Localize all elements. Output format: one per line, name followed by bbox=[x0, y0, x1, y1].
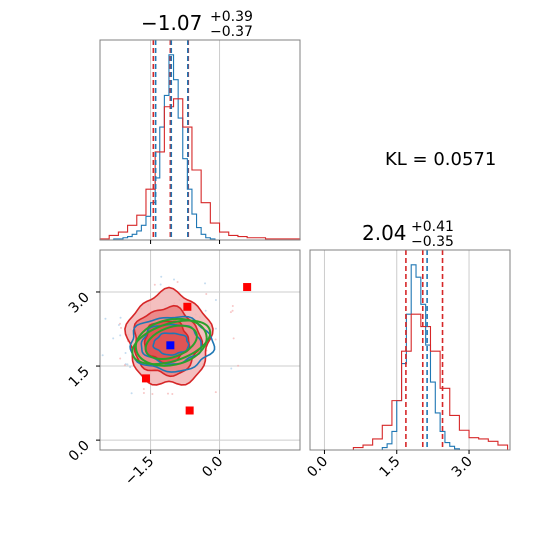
scatter-point bbox=[118, 322, 121, 325]
histogram-series-red bbox=[352, 313, 509, 450]
x-tick-label: 3.0 bbox=[449, 454, 476, 481]
blue-square-marker bbox=[166, 341, 175, 350]
scatter-point bbox=[160, 275, 163, 278]
grid-lines bbox=[150, 40, 221, 240]
scatter-point bbox=[166, 392, 169, 395]
histogram-panel-param2: 0.0 1.5 3.0 2.04 +0.41 −0.35 bbox=[304, 219, 511, 481]
scatter-point bbox=[119, 357, 122, 360]
scatter-point bbox=[214, 299, 217, 302]
y-ticks: 0.0 1.5 3.0 bbox=[66, 289, 100, 465]
scatter-point bbox=[176, 280, 179, 283]
green-ellipse bbox=[144, 324, 198, 360]
panel-title-value: 2.04 bbox=[362, 221, 407, 245]
x-tick-label: 0.0 bbox=[199, 454, 226, 481]
scatter-point bbox=[204, 282, 207, 285]
red-square-marker bbox=[185, 406, 194, 415]
x-ticks: −1.5 0.0 bbox=[122, 450, 226, 489]
scatter-point bbox=[231, 305, 234, 308]
scatter-point bbox=[159, 283, 162, 286]
scatter-point bbox=[119, 316, 122, 319]
scatter-point bbox=[237, 364, 240, 367]
scatter-point bbox=[142, 392, 145, 395]
blue-contour bbox=[152, 332, 190, 356]
axes-frame bbox=[99, 249, 301, 451]
scatter-point bbox=[130, 392, 133, 395]
x-ticks bbox=[150, 240, 221, 244]
quantile-lines bbox=[152, 40, 190, 240]
scatter-point bbox=[214, 338, 217, 341]
histogram-bars bbox=[352, 264, 509, 450]
scatter-point bbox=[129, 366, 132, 369]
kl-annotation: KL = 0.0571 bbox=[385, 149, 496, 170]
green-ellipse bbox=[131, 319, 212, 366]
axes-frame bbox=[309, 249, 511, 451]
scatter-point bbox=[205, 293, 208, 296]
histogram-series-blue bbox=[381, 264, 460, 450]
scatter-point bbox=[126, 363, 129, 366]
scatter-point bbox=[153, 283, 156, 286]
scatter-point bbox=[172, 278, 175, 281]
scatter-point bbox=[229, 311, 232, 314]
red-square-marker bbox=[141, 374, 150, 383]
y-tick-label: 0.0 bbox=[66, 438, 93, 465]
scatter-point bbox=[214, 327, 217, 330]
point-markers bbox=[141, 283, 252, 415]
scatter-point bbox=[232, 337, 235, 340]
x-tick-label: 1.5 bbox=[377, 454, 404, 481]
scatter-point bbox=[120, 326, 123, 329]
histogram-series-red bbox=[99, 98, 301, 240]
panel-title-sup: +0.41 bbox=[411, 219, 454, 235]
axes-frame bbox=[99, 39, 301, 241]
red-square-marker bbox=[183, 302, 192, 311]
histogram-series-blue bbox=[109, 54, 220, 241]
scatter-point bbox=[171, 393, 174, 396]
x-tick-label: 0.0 bbox=[304, 454, 331, 481]
scatter-point bbox=[104, 317, 107, 320]
red-density-contours bbox=[124, 286, 214, 386]
histogram-bars bbox=[99, 54, 301, 241]
scatter-point bbox=[101, 354, 104, 357]
scatter-point bbox=[123, 364, 126, 367]
panel-title-value: −1.07 bbox=[141, 11, 202, 35]
panel-title-sub: −0.37 bbox=[210, 24, 253, 40]
panel-title-sup: +0.39 bbox=[210, 9, 253, 25]
scatter-point bbox=[124, 351, 127, 354]
scatter-point bbox=[112, 337, 115, 340]
scatter-point bbox=[151, 392, 154, 395]
x-tick-label: −1.5 bbox=[122, 454, 157, 489]
x-ticks: 0.0 1.5 3.0 bbox=[304, 450, 476, 481]
scatter-point bbox=[231, 309, 234, 312]
scatter-point bbox=[142, 388, 145, 391]
quantile-lines bbox=[405, 250, 444, 450]
green-ellipses bbox=[131, 317, 212, 367]
scatter-point bbox=[204, 309, 207, 312]
histogram-panel-param1: −1.07 +0.39 −0.37 bbox=[99, 9, 301, 244]
green-ellipse bbox=[134, 317, 208, 367]
red-square-marker bbox=[243, 283, 252, 292]
blue-contour bbox=[129, 315, 216, 373]
scatter-point bbox=[119, 334, 122, 337]
scatter-point bbox=[214, 391, 217, 394]
contour-panel: −1.5 0.0 0.0 1.5 3.0 bbox=[66, 249, 301, 489]
panel-title-sub: −0.35 bbox=[411, 234, 454, 250]
y-tick-label: 3.0 bbox=[66, 289, 93, 316]
scatter-point bbox=[230, 367, 233, 370]
y-tick-label: 1.5 bbox=[66, 364, 93, 391]
